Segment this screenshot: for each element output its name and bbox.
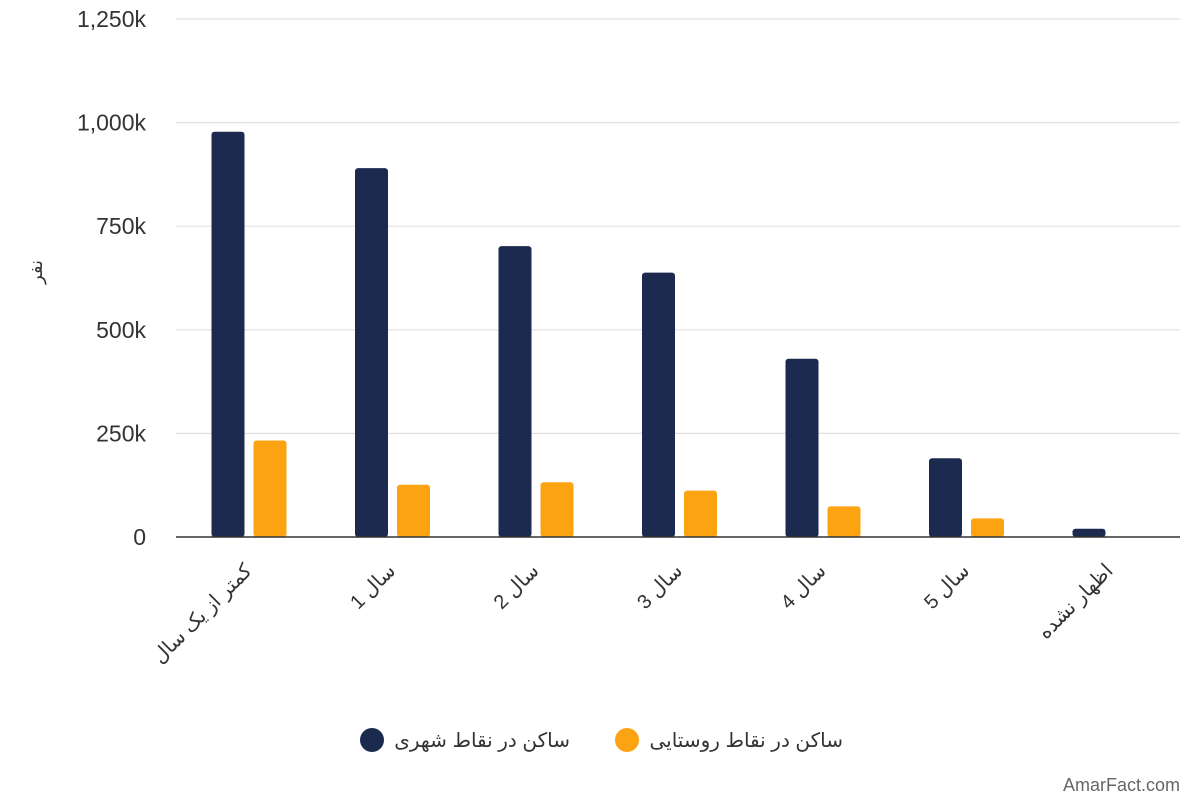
x-category-label: کمتر از یک سال xyxy=(148,560,256,668)
x-category-label: سال 4 xyxy=(777,560,831,614)
y-tick-label: 750k xyxy=(96,213,146,239)
bar-rural-0[interactable] xyxy=(253,440,287,537)
y-tick-label: 0 xyxy=(133,524,146,550)
y-axis-ticks: 0 250k 500k 750k 1,000k 1,250k xyxy=(77,6,147,550)
x-category-label: سال 2 xyxy=(490,560,544,614)
bar-urban-2[interactable] xyxy=(498,246,532,538)
bar-urban-0[interactable] xyxy=(211,131,245,537)
bar-urban-4[interactable] xyxy=(785,358,819,537)
watermark-text: AmarFact.com xyxy=(1063,775,1180,795)
bar-rural-3[interactable] xyxy=(684,490,717,537)
bar-rural-5[interactable] xyxy=(971,518,1004,537)
bar-urban-6[interactable] xyxy=(1072,528,1106,537)
legend-marker xyxy=(360,728,384,752)
y-axis-label: نفر xyxy=(26,260,47,285)
x-axis-categories: کمتر از یک سال سال 1 سال 2 سال 3 سال 4 سال 5 ا… xyxy=(148,560,1117,668)
x-category-label: سال 3 xyxy=(633,560,687,614)
bar-urban-1[interactable] xyxy=(355,168,388,537)
legend-item-urban[interactable]: ساکن در نقاط شهری xyxy=(360,728,570,752)
bar-rural-2[interactable] xyxy=(540,482,574,537)
legend-label: ساکن در نقاط شهری xyxy=(394,730,570,752)
y-tick-label: 500k xyxy=(96,317,146,343)
bar-urban-5[interactable] xyxy=(929,458,962,537)
x-category-label: اظهار نشده xyxy=(1034,560,1118,644)
y-tick-label: 1,250k xyxy=(77,6,147,32)
legend-label: ساکن در نقاط روستایی xyxy=(649,730,843,752)
legend[interactable]: ساکن در نقاط شهری ساکن در نقاط روستایی xyxy=(360,728,843,752)
y-tick-label: 250k xyxy=(96,420,146,446)
bar-urban-3[interactable] xyxy=(642,272,675,537)
grid-lines xyxy=(176,18,1180,434)
x-category-label: سال 1 xyxy=(346,560,400,614)
bar-rural-1[interactable] xyxy=(397,484,430,537)
bar-rural-4[interactable] xyxy=(827,506,861,537)
y-tick-label: 1,000k xyxy=(77,110,147,136)
x-category-label: سال 5 xyxy=(920,560,974,614)
bars xyxy=(211,131,1106,538)
legend-item-rural[interactable]: ساکن در نقاط روستایی xyxy=(615,728,843,752)
legend-marker xyxy=(615,728,639,752)
